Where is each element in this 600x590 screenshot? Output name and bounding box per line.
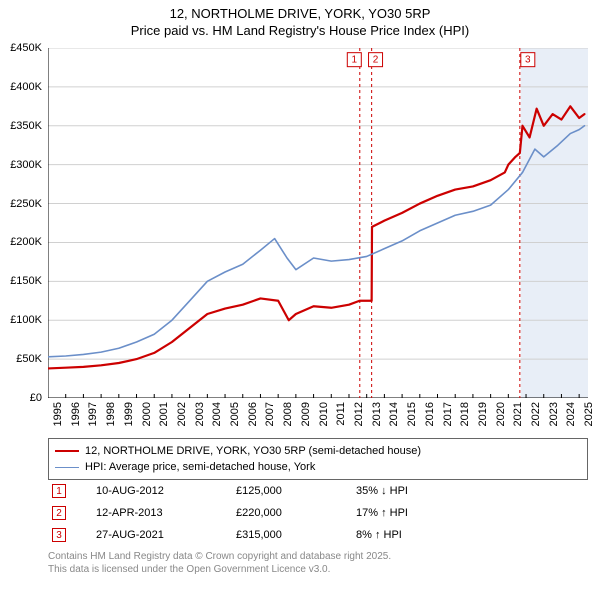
marker-date: 12-APR-2013 (96, 507, 236, 519)
x-axis-label: 2017 (442, 402, 454, 426)
x-axis-label: 2022 (530, 402, 542, 426)
x-axis-label: 2007 (264, 402, 276, 426)
x-axis-label: 2000 (141, 402, 153, 426)
x-axis-label: 2009 (300, 402, 312, 426)
x-axis-label: 2024 (565, 402, 577, 426)
marker-delta: 17% ↑ HPI (356, 507, 496, 519)
x-axis-label: 2010 (318, 402, 330, 426)
x-axis-label: 2006 (247, 402, 259, 426)
legend: 12, NORTHOLME DRIVE, YORK, YO30 5RP (sem… (48, 438, 588, 480)
x-axis-label: 2013 (371, 402, 383, 426)
y-axis-label: £200K (2, 236, 42, 248)
x-axis-label: 2003 (194, 402, 206, 426)
legend-label: HPI: Average price, semi-detached house,… (85, 461, 315, 473)
footer-line-2: This data is licensed under the Open Gov… (48, 563, 391, 576)
title-block: 12, NORTHOLME DRIVE, YORK, YO30 5RP Pric… (0, 0, 600, 40)
marker-price: £125,000 (236, 485, 356, 497)
y-axis-label: £250K (2, 198, 42, 210)
x-axis-label: 1996 (70, 402, 82, 426)
marker-badge: 2 (52, 506, 66, 520)
marker-delta: 8% ↑ HPI (356, 529, 496, 541)
x-axis-label: 2016 (424, 402, 436, 426)
footer-line-1: Contains HM Land Registry data © Crown c… (48, 550, 391, 563)
marker-badge: 1 (52, 484, 66, 498)
x-axis-label: 2001 (158, 402, 170, 426)
x-axis-label: 2014 (388, 402, 400, 426)
marker-price: £315,000 (236, 529, 356, 541)
y-axis-label: £100K (2, 314, 42, 326)
x-axis-label: 2012 (353, 402, 365, 426)
legend-swatch (55, 450, 79, 452)
marker-delta: 35% ↓ HPI (356, 485, 496, 497)
svg-text:2: 2 (373, 55, 379, 66)
x-axis-label: 2020 (495, 402, 507, 426)
y-axis-label: £0 (2, 392, 42, 404)
marker-price: £220,000 (236, 507, 356, 519)
marker-row: 1 10-AUG-2012£125,00035% ↓ HPI (48, 480, 588, 502)
marker-row: 3 27-AUG-2021£315,0008% ↑ HPI (48, 524, 588, 546)
chart-svg: 1 2 3 (48, 48, 588, 398)
x-axis-label: 2011 (335, 402, 347, 426)
x-axis-label: 2025 (583, 402, 595, 426)
y-axis-label: £450K (2, 42, 42, 54)
marker-date: 10-AUG-2012 (96, 485, 236, 497)
y-axis-label: £300K (2, 159, 42, 171)
title-line-2: Price paid vs. HM Land Registry's House … (0, 23, 600, 40)
x-axis-label: 2018 (459, 402, 471, 426)
x-axis-label: 2021 (512, 402, 524, 426)
x-axis-label: 1998 (105, 402, 117, 426)
y-axis-label: £350K (2, 120, 42, 132)
legend-label: 12, NORTHOLME DRIVE, YORK, YO30 5RP (sem… (85, 445, 421, 457)
x-axis-label: 1999 (123, 402, 135, 426)
x-axis-label: 2023 (548, 402, 560, 426)
chart-container: 12, NORTHOLME DRIVE, YORK, YO30 5RP Pric… (0, 0, 600, 590)
y-axis-label: £150K (2, 275, 42, 287)
title-line-1: 12, NORTHOLME DRIVE, YORK, YO30 5RP (0, 6, 600, 23)
legend-swatch (55, 467, 79, 468)
marker-date: 27-AUG-2021 (96, 529, 236, 541)
legend-item: HPI: Average price, semi-detached house,… (55, 459, 581, 475)
x-axis-label: 1997 (87, 402, 99, 426)
svg-text:3: 3 (525, 55, 531, 66)
legend-item: 12, NORTHOLME DRIVE, YORK, YO30 5RP (sem… (55, 443, 581, 459)
marker-row: 2 12-APR-2013£220,00017% ↑ HPI (48, 502, 588, 524)
x-axis-label: 1995 (52, 402, 64, 426)
x-axis-label: 2015 (406, 402, 418, 426)
x-axis-label: 2002 (176, 402, 188, 426)
x-axis-label: 2004 (211, 402, 223, 426)
markers-table: 1 10-AUG-2012£125,00035% ↓ HPI 2 12-APR-201… (48, 480, 588, 546)
y-axis-label: £400K (2, 81, 42, 93)
y-axis-label: £50K (2, 353, 42, 365)
svg-text:1: 1 (352, 55, 358, 66)
footer: Contains HM Land Registry data © Crown c… (48, 550, 391, 576)
marker-badge: 3 (52, 528, 66, 542)
x-axis-label: 2008 (282, 402, 294, 426)
x-axis-label: 2019 (477, 402, 489, 426)
chart-area: 123 £0£50K£100K£150K£200K£250K£300K£350K… (48, 48, 588, 398)
x-axis-label: 2005 (229, 402, 241, 426)
